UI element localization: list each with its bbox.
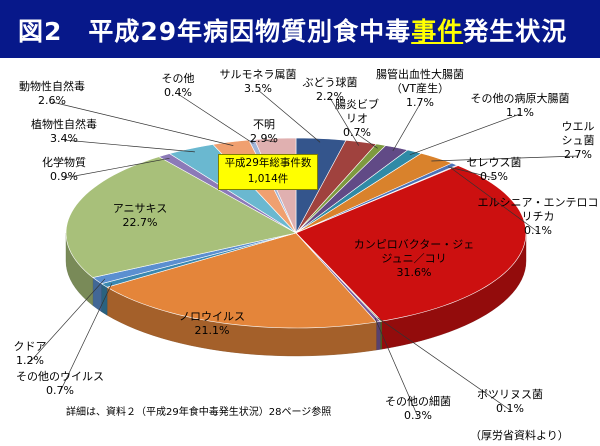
- slice-label-17: 動物性自然毒: [19, 79, 85, 93]
- leader-line-4: [409, 113, 521, 156]
- leader-line-10: [374, 318, 419, 418]
- leader-line-16: [63, 139, 195, 153]
- leader-line-15: [63, 157, 170, 179]
- slice-value-4: 1.1%: [506, 106, 534, 119]
- slice-value-17: 2.6%: [38, 94, 66, 107]
- slice-label-7: リチカ: [522, 210, 555, 223]
- pie-slice-8: [295, 165, 527, 322]
- leader-line-1: [329, 97, 359, 146]
- slice-label-5: シュ菌: [562, 134, 595, 147]
- leader-line-13: [29, 278, 106, 363]
- total-cases-label: 平成29年総事件数: [224, 157, 312, 169]
- total-cases-box: 平成29年総事件数 1,014件: [218, 154, 318, 190]
- slice-label-5: ウエル: [562, 120, 595, 133]
- header-bar: 図2 平成29年病因物質別食中毒事件発生状況: [0, 0, 600, 58]
- slice-value-14: 22.7%: [123, 216, 158, 229]
- slice-value-12: 0.7%: [46, 384, 74, 397]
- slice-label-13: クドア: [14, 340, 47, 353]
- slice-label-19: 不明: [253, 118, 275, 131]
- page-title: 図2 平成29年病因物質別食中毒事件発生状況: [18, 12, 567, 48]
- pie-slice-5: [295, 152, 453, 234]
- slice-value-1: 2.2%: [316, 90, 344, 103]
- slice-value-13: 1.2%: [16, 354, 44, 367]
- slice-label-8: カンピロバクター・ジェ: [354, 238, 475, 251]
- slice-label-15: 化学物質: [42, 155, 86, 169]
- leader-line-0: [257, 89, 321, 143]
- slice-label-12: その他のウイルス: [16, 370, 104, 383]
- leader-line-7: [450, 167, 539, 233]
- slice-value-6: 0.5%: [480, 170, 508, 183]
- chart-area: サルモネラ属菌 3.5% ぶどう球菌 2.2% 腸炎ビブ リオ 0.7% 腸管出血性大腸菌 （V…: [0, 58, 600, 446]
- detail-note: 詳細は、資料２（平成29年食中毒発生状況）28ページ参照: [66, 407, 332, 418]
- slice-label-2: 腸炎ビブ: [335, 97, 379, 111]
- slice-value-5: 2.7%: [564, 148, 592, 161]
- slice-label-14: アニサキス: [113, 202, 167, 215]
- slice-label-8: ジュニ／コリ: [381, 252, 446, 265]
- slice-label-2: リオ: [346, 112, 368, 125]
- slice-label-3: （VT産生）: [391, 81, 449, 95]
- leader-line-6: [448, 166, 495, 179]
- slice-label-11: ノロウイルス: [179, 310, 245, 323]
- leader-line-2: [356, 133, 378, 149]
- pie-slice-11: [106, 232, 377, 329]
- slice-value-9: 0.1%: [496, 402, 524, 415]
- source-note: （厚労省資料より）: [470, 429, 569, 442]
- slice-label-18: その他: [162, 72, 195, 85]
- slice-value-0: 3.5%: [244, 82, 272, 95]
- leader-line-18: [177, 93, 254, 144]
- slice-value-8: 31.6%: [397, 266, 432, 279]
- slice-value-10: 0.3%: [404, 409, 432, 422]
- leader-line-19: [263, 139, 277, 143]
- title-prefix: 図2 平成29年病因物質別食中毒: [18, 17, 412, 46]
- slice-label-10: その他の細菌: [385, 395, 451, 408]
- slice-value-3: 1.7%: [406, 96, 434, 109]
- pie-slice-14: [65, 156, 297, 278]
- slice-label-1: ぶどう球菌: [303, 75, 358, 89]
- title-suffix: 発生状況: [463, 17, 568, 46]
- slice-value-18: 0.4%: [164, 86, 192, 99]
- leader-line-9: [377, 317, 511, 411]
- slice-value-7: 0.1%: [524, 224, 552, 237]
- title-highlight: 事件: [411, 17, 464, 46]
- slice-value-11: 21.1%: [195, 324, 230, 337]
- total-cases-value: 1,014件: [247, 173, 289, 185]
- slice-label-0: サルモネラ属菌: [220, 68, 297, 81]
- slice-label-6: セレウス菌: [467, 156, 522, 169]
- slice-value-15: 0.9%: [50, 170, 78, 183]
- leader-line-12: [59, 283, 113, 393]
- leader-line-3: [392, 103, 421, 152]
- leader-line-17: [51, 101, 234, 146]
- slice-label-9: ボツリヌス菌: [477, 388, 543, 401]
- slice-value-2: 0.7%: [343, 126, 371, 139]
- leader-line-5: [431, 155, 579, 162]
- slice-label-16: 植物性自然毒: [31, 117, 97, 131]
- slice-value-19: 2.9%: [250, 132, 278, 145]
- slice-label-4: その他の病原大腸菌: [471, 91, 570, 105]
- slice-label-7: エルシニア・エンテロコ: [478, 196, 599, 209]
- slice-label-3: 腸管出血性大腸菌: [376, 67, 464, 81]
- slice-value-16: 3.4%: [50, 132, 78, 145]
